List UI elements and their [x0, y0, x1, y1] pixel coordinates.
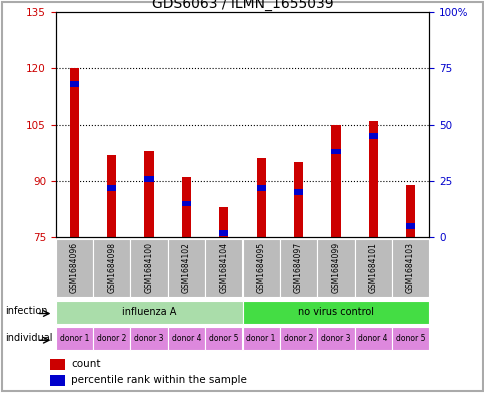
Text: influenza A: influenza A — [121, 307, 176, 317]
Bar — [130, 327, 167, 351]
Bar — [182, 201, 191, 206]
Bar — [56, 301, 242, 324]
Bar — [107, 185, 116, 191]
Bar — [279, 239, 317, 297]
Text: donor 1: donor 1 — [246, 334, 275, 343]
Text: infection: infection — [5, 306, 47, 316]
Bar — [293, 162, 302, 237]
Bar — [70, 68, 79, 237]
Bar — [405, 185, 414, 237]
Text: count: count — [71, 359, 100, 369]
Bar — [50, 359, 65, 369]
Bar — [219, 207, 228, 237]
Text: GSM1684098: GSM1684098 — [107, 242, 116, 293]
Bar — [93, 239, 130, 297]
Text: no virus control: no virus control — [297, 307, 373, 317]
Text: percentile rank within the sample: percentile rank within the sample — [71, 375, 246, 385]
Bar — [242, 327, 279, 351]
Bar — [368, 133, 377, 139]
Text: donor 4: donor 4 — [358, 334, 387, 343]
Bar — [293, 189, 302, 195]
Text: GSM1684100: GSM1684100 — [144, 242, 153, 293]
Bar — [205, 239, 242, 297]
Text: GSM1684095: GSM1684095 — [256, 242, 265, 294]
Text: donor 2: donor 2 — [97, 334, 126, 343]
Bar — [256, 158, 265, 237]
Bar — [331, 125, 340, 237]
Bar — [167, 239, 205, 297]
Bar — [317, 327, 354, 351]
Text: donor 5: donor 5 — [395, 334, 424, 343]
Bar — [130, 239, 167, 297]
Text: donor 3: donor 3 — [134, 334, 164, 343]
Text: donor 2: donor 2 — [283, 334, 313, 343]
Bar — [317, 239, 354, 297]
Bar — [219, 230, 228, 236]
Text: donor 4: donor 4 — [171, 334, 201, 343]
Bar — [144, 176, 153, 182]
Text: GSM1684102: GSM1684102 — [182, 242, 191, 293]
Bar — [93, 327, 130, 351]
Bar — [144, 151, 153, 237]
Bar — [391, 239, 428, 297]
Text: GSM1684096: GSM1684096 — [70, 242, 79, 294]
Text: GSM1684103: GSM1684103 — [405, 242, 414, 293]
Text: GSM1684104: GSM1684104 — [219, 242, 228, 293]
Text: donor 3: donor 3 — [320, 334, 350, 343]
Bar — [50, 375, 65, 386]
Bar — [167, 327, 205, 351]
Bar — [354, 327, 391, 351]
Bar — [70, 81, 79, 87]
Bar — [279, 327, 317, 351]
Text: GSM1684097: GSM1684097 — [293, 242, 302, 294]
Bar — [256, 185, 265, 191]
Text: individual: individual — [5, 333, 52, 343]
Text: GSM1684099: GSM1684099 — [331, 242, 340, 294]
Bar — [107, 155, 116, 237]
Bar — [182, 177, 191, 237]
Bar — [242, 301, 428, 324]
Bar — [242, 239, 279, 297]
Bar — [56, 327, 93, 351]
Bar — [368, 121, 377, 237]
Bar — [354, 239, 391, 297]
Bar — [331, 149, 340, 154]
Title: GDS6063 / ILMN_1655039: GDS6063 / ILMN_1655039 — [151, 0, 333, 11]
Bar — [405, 223, 414, 229]
Bar — [391, 327, 428, 351]
Text: donor 5: donor 5 — [209, 334, 238, 343]
Text: donor 1: donor 1 — [60, 334, 89, 343]
Bar — [56, 239, 93, 297]
Text: GSM1684101: GSM1684101 — [368, 242, 377, 293]
Bar — [205, 327, 242, 351]
